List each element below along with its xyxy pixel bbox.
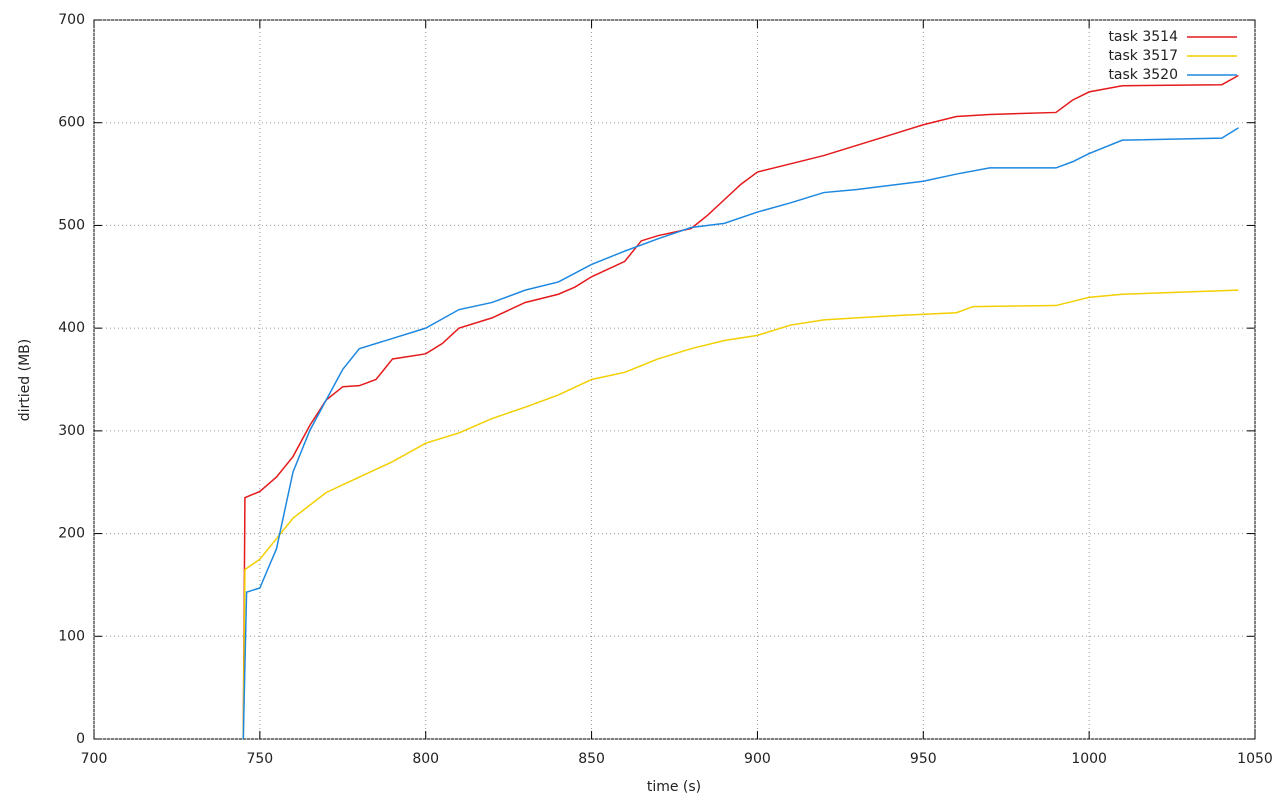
x-tick-label: 1000 — [1071, 751, 1107, 767]
data-line — [242, 127, 1239, 740]
data-line — [242, 74, 1239, 740]
y-tick-label: 500 — [58, 217, 85, 233]
x-tick-label: 750 — [246, 751, 273, 767]
y-tick-label: 200 — [58, 526, 85, 542]
legend-label: task 3514 — [1108, 29, 1178, 45]
x-tick-label: 1050 — [1237, 751, 1273, 767]
y-axis-label: dirtied (MB) — [17, 339, 33, 421]
y-tick-label: 0 — [76, 731, 85, 747]
x-tick-label: 900 — [744, 751, 771, 767]
legend-label: task 3520 — [1108, 67, 1178, 83]
y-tick-label: 400 — [58, 320, 85, 336]
y-tick-label: 100 — [58, 628, 85, 644]
y-tick-label: 300 — [58, 423, 85, 439]
legend-label: task 3517 — [1108, 48, 1178, 64]
x-tick-label: 700 — [81, 751, 108, 767]
y-tick-label: 700 — [58, 12, 85, 28]
plot-frame — [93, 19, 1256, 740]
x-tick-label: 850 — [578, 751, 605, 767]
y-tick-label: 600 — [58, 115, 85, 131]
x-tick-label: 800 — [412, 751, 439, 767]
data-line — [242, 289, 1239, 740]
x-tick-label: 950 — [910, 751, 937, 767]
x-axis-label: time (s) — [647, 779, 701, 795]
